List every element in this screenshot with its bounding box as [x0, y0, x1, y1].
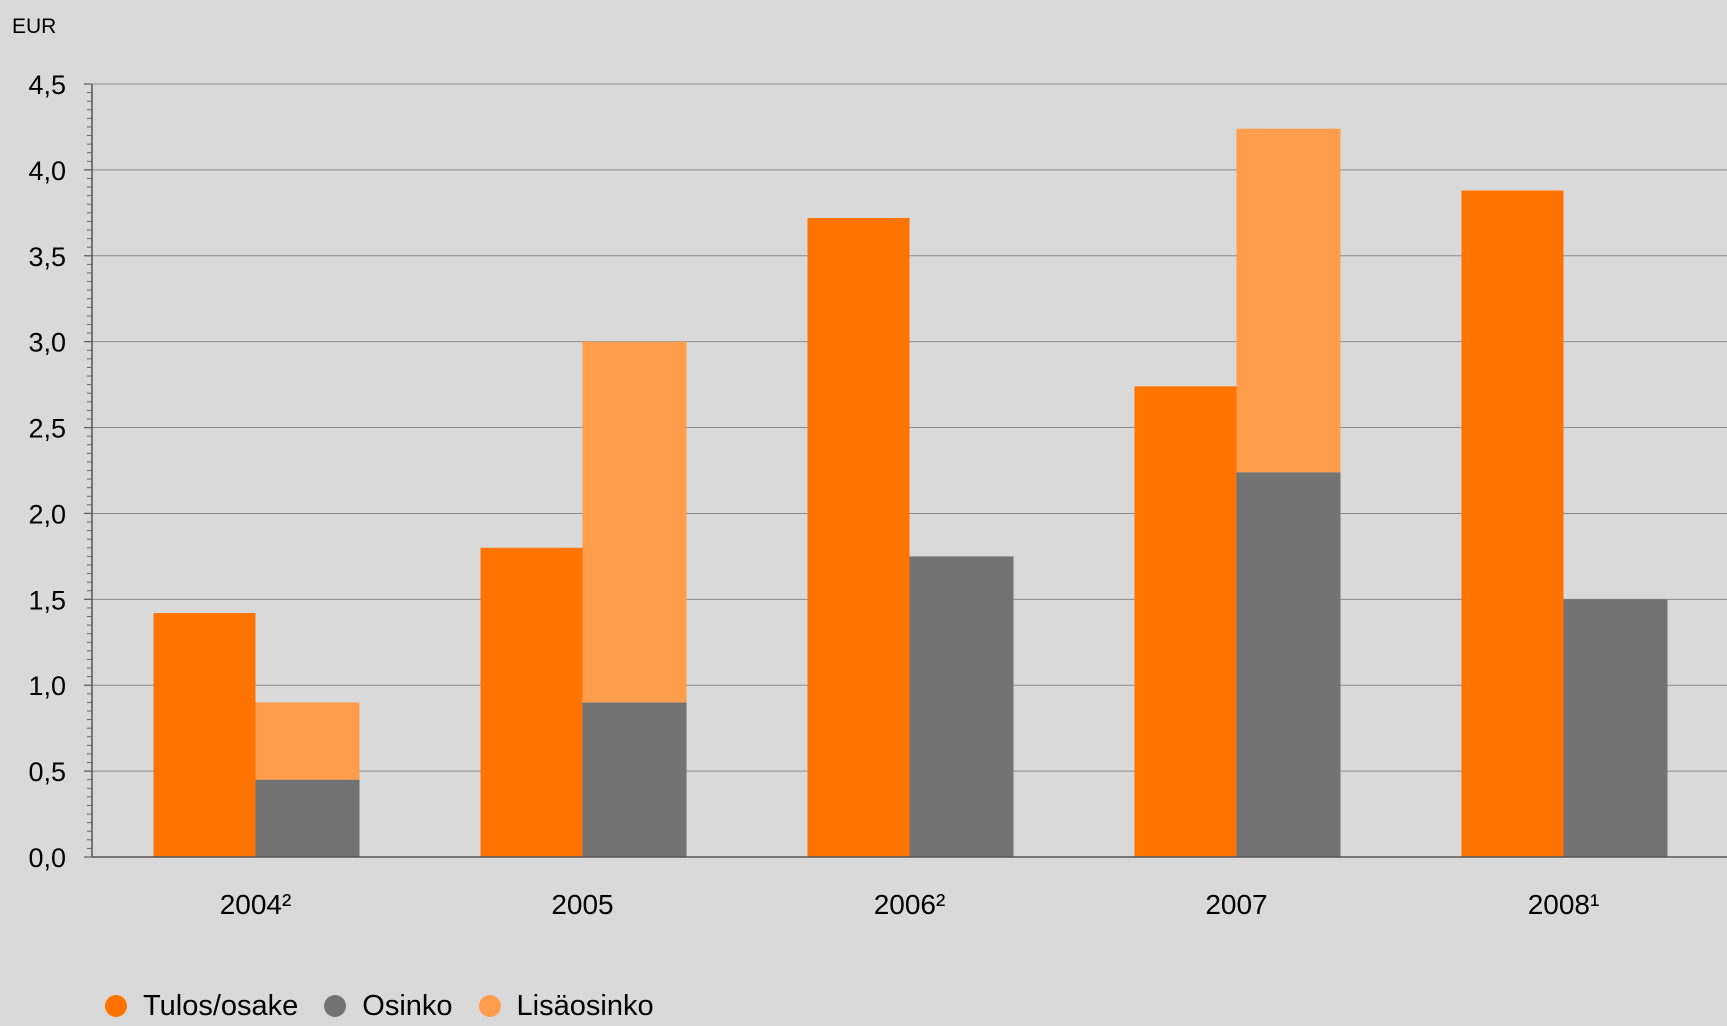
- bar-tulososake: [807, 217, 910, 857]
- bar-tulososake: [1461, 190, 1564, 858]
- y-tick-label: 1,0: [28, 671, 66, 701]
- y-tick-label: 1,5: [28, 585, 66, 615]
- x-tick-label: 2006²: [874, 889, 946, 920]
- legend: Tulos/osake Osinko Lisäosinko: [105, 990, 680, 1022]
- bar-osinko: [1563, 599, 1668, 857]
- bar-tulososake: [480, 547, 583, 857]
- y-tick-label: 2,5: [28, 414, 66, 444]
- bar-tulososake: [153, 613, 256, 857]
- y-tick-label: 0,5: [28, 757, 66, 787]
- bar-lisaosinko: [582, 341, 687, 703]
- y-tick-label: 4,0: [28, 156, 66, 186]
- x-tick-label: 2004²: [220, 889, 292, 920]
- x-tick-label: 2008¹: [1528, 889, 1600, 920]
- y-tick-label: 0,0: [28, 843, 66, 873]
- legend-swatch: [105, 995, 127, 1017]
- y-tick-label: 3,5: [28, 242, 66, 272]
- x-tick-label: 2007: [1205, 889, 1267, 920]
- bar-osinko: [255, 779, 360, 857]
- y-tick-label: 4,5: [28, 70, 66, 100]
- legend-label: Lisäosinko: [516, 990, 654, 1022]
- y-axis-label: EUR: [12, 15, 56, 38]
- bar-osinko: [582, 702, 687, 857]
- legend-item: Tulos/osake: [105, 990, 298, 1022]
- y-tick-label: 3,0: [28, 328, 66, 358]
- legend-label: Osinko: [362, 990, 453, 1022]
- bar-osinko: [909, 556, 1014, 857]
- bar-lisaosinko: [255, 702, 360, 780]
- y-tick-label: 2,0: [28, 499, 66, 529]
- bar-lisaosinko: [1236, 128, 1341, 473]
- bar-tulososake: [1134, 386, 1237, 857]
- bar-osinko: [1236, 472, 1341, 857]
- legend-label: Tulos/osake: [143, 990, 299, 1022]
- legend-swatch: [478, 995, 501, 1017]
- x-tick-label: 2005: [551, 889, 613, 920]
- legend-swatch: [324, 995, 347, 1017]
- legend-item: Osinko: [324, 990, 453, 1022]
- legend-item: Lisäosinko: [478, 990, 654, 1022]
